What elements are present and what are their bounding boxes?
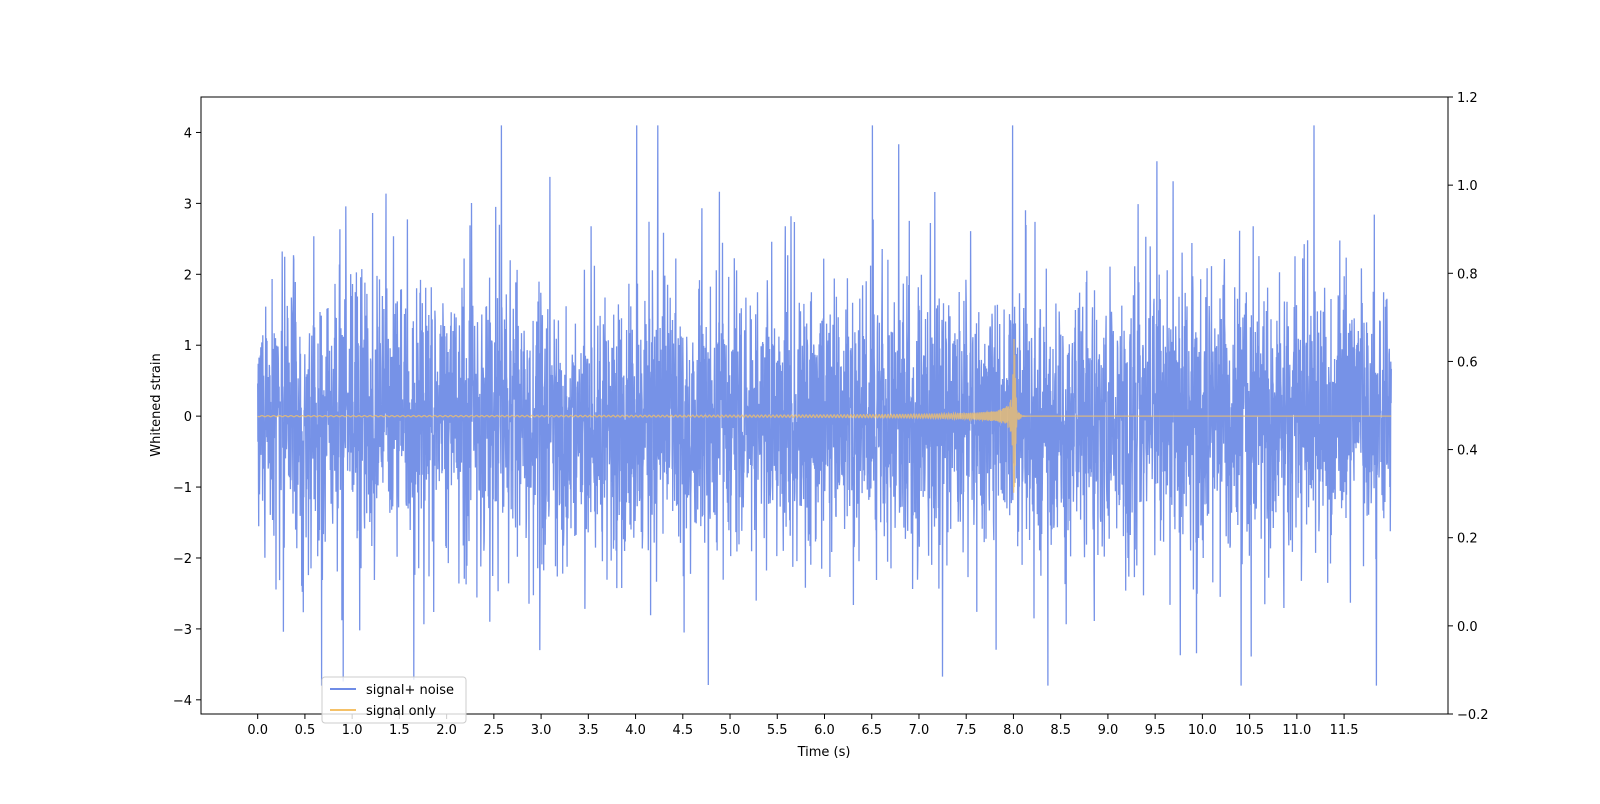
x-tick-label: 5.0 (720, 723, 741, 738)
y2-tick-label: 0.4 (1457, 444, 1478, 459)
x-tick-label: 7.0 (909, 723, 930, 738)
legend-label-signal-noise: signal+ noise (366, 683, 454, 698)
y2-tick-label: 0.2 (1457, 532, 1478, 547)
y-tick-label: −4 (173, 694, 192, 709)
legend-box (321, 676, 467, 724)
y2-tick-label: 0.8 (1457, 267, 1478, 282)
y-tick-label: 4 (184, 126, 192, 141)
y2-tick-label: 0.6 (1457, 355, 1478, 370)
x-tick-label: 1.0 (342, 723, 363, 738)
y-tick-label: −1 (173, 481, 192, 496)
x-tick-label: 7.5 (956, 723, 977, 738)
y-tick-label: 0 (184, 410, 192, 425)
x-tick-label: 5.5 (767, 723, 788, 738)
y-tick-label: 2 (184, 268, 192, 283)
y-tick-label: 1 (184, 339, 192, 354)
x-tick-label: 11.0 (1282, 723, 1311, 738)
x-tick-label: 8.5 (1050, 723, 1071, 738)
x-tick-label: 4.0 (625, 723, 646, 738)
x-tick-label: 9.5 (1145, 723, 1166, 738)
x-axis-label: Time (s) (797, 745, 851, 760)
y-axis-label: Whitened strain (149, 353, 164, 456)
y2-tick-label: 1.2 (1457, 91, 1478, 106)
x-tick-label: 8.0 (1003, 723, 1024, 738)
x-tick-label: 3.5 (578, 723, 599, 738)
y-tick-label: −3 (173, 623, 192, 638)
x-tick-label: 2.5 (484, 723, 505, 738)
x-tick-label: 3.0 (531, 723, 552, 738)
x-tick-label: 10.5 (1235, 723, 1264, 738)
y2-tick-label: 1.0 (1457, 179, 1478, 194)
series-layer (257, 125, 1392, 686)
x-tick-label: 9.0 (1098, 723, 1119, 738)
x-tick-label: 2.0 (436, 723, 457, 738)
x-tick-label: 0.0 (247, 723, 268, 738)
y2-tick-label: 0.0 (1457, 620, 1478, 635)
legend-label-signal-only: signal only (366, 704, 436, 719)
legend: signal+ noise signal only (321, 676, 467, 724)
x-tick-label: 1.5 (389, 723, 410, 738)
x-tick-label: 0.5 (295, 723, 316, 738)
y-tick-label: −2 (173, 552, 192, 567)
series-line-signal-noise (257, 125, 1392, 686)
x-tick-label: 11.5 (1330, 723, 1359, 738)
y-axis-right: 1.2 1.0 0.8 0.6 0.4 0.2 0.0 −0.2 (1448, 91, 1489, 723)
y2-tick-label: −0.2 (1457, 708, 1489, 723)
x-tick-label: 6.5 (861, 723, 882, 738)
y-axis-left: 4 3 2 1 0 −1 −2 −3 −4 (173, 126, 201, 709)
x-axis: 0.0 0.5 1.0 1.5 2.0 2.5 3.0 3.5 4.0 4.5 5.0 5.5 6.0 6… (247, 714, 1359, 738)
x-tick-label: 4.5 (672, 723, 693, 738)
x-tick-label: 10.0 (1188, 723, 1217, 738)
x-tick-label: 6.0 (814, 723, 835, 738)
series-line-signal-only (257, 338, 1392, 493)
y-tick-label: 3 (184, 197, 192, 212)
